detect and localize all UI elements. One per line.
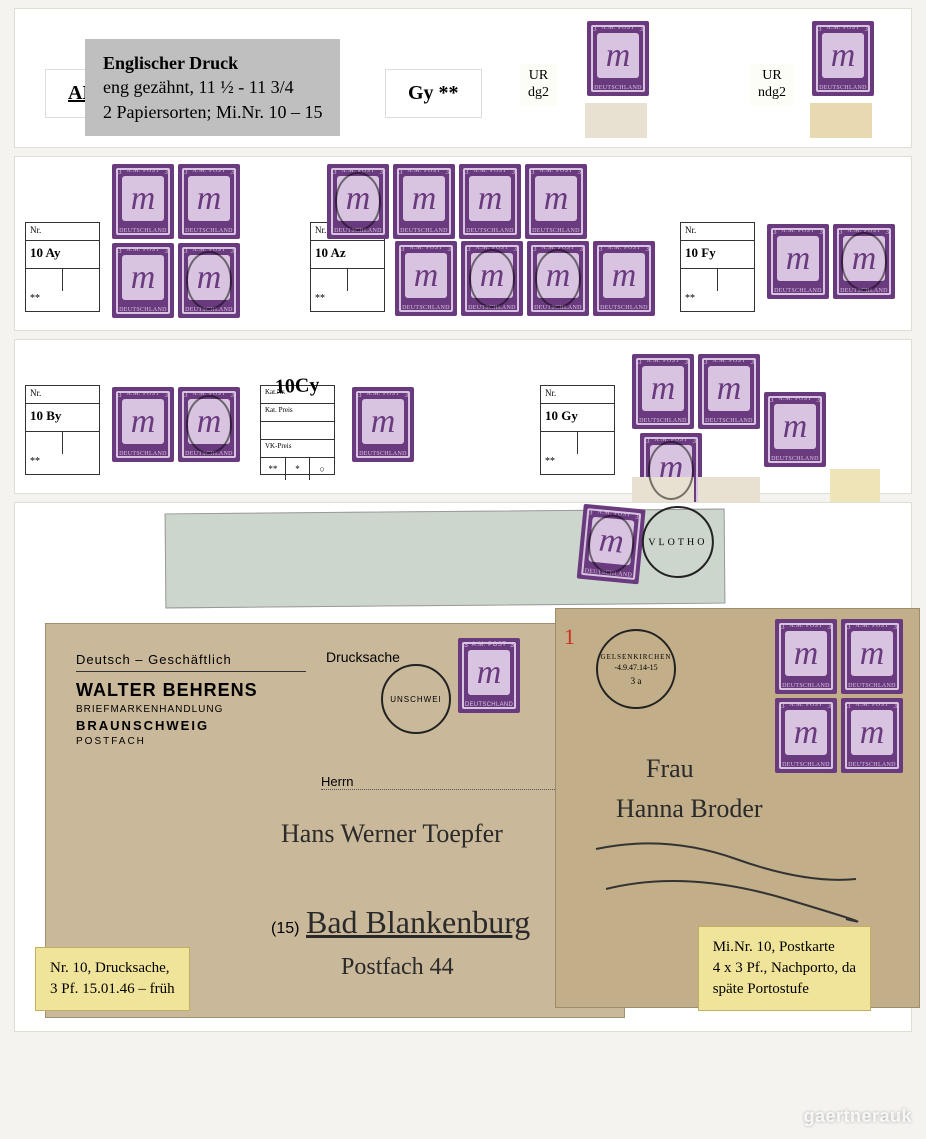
stamp-on-postcard1: 3A.M. POST3DEUTSCHLAND (456, 636, 522, 720)
stamp-r1-2: 3A.M. POST3DEUTSCHLAND (810, 19, 876, 138)
pc1-addr1: Hans Werner Toepfer (281, 819, 503, 849)
stamp-group-fy: 3A.M. POST3DEUTSCHLAND 3A.M. POST3DEUTSC… (765, 222, 897, 301)
catalog-dealer-card: Kat.Nr. Kat. Preis VK-Preis ***○ (260, 385, 335, 475)
pc1-herrn: Herrn (321, 774, 354, 789)
stamp-group-cy: 3A.M. POST3DEUTSCHLAND (350, 385, 416, 464)
catalog-card-10by: Nr. 10 By ** (25, 385, 100, 475)
caption-right-1: Mi.Nr. 10, Postkarte (713, 937, 856, 958)
pc1-sender4: POSTFACH (76, 736, 594, 747)
caption-left: Nr. 10, Drucksache, 3 Pf. 15.01.46 – frü… (35, 947, 190, 1011)
hand-label-ur-dg: URdg2 (520, 64, 557, 106)
catalog-card-10fy: Nr. 10 Fy ** (680, 222, 755, 312)
header-line1: Englischer Druck (103, 51, 322, 75)
red-marking: 1 (564, 624, 575, 650)
caption-left-2: 3 Pf. 15.01.46 – früh (50, 979, 175, 1000)
caption-left-1: Nr. 10, Drucksache, (50, 958, 175, 979)
stamp-block-4: 3A.M. POST3DEUTSCHLAND 3A.M. POST3DEUTSC… (773, 617, 909, 775)
stamp-group-by: 3A.M. POST3DEUTSCHLAND 3A.M. POST3DEUTSC… (110, 385, 242, 464)
postmark-vlotho: VLOTHO (642, 506, 715, 579)
pc1-zone: (15) (271, 920, 299, 938)
header-line3: 2 Papiersorten; Mi.Nr. 10 – 15 (103, 100, 322, 124)
stamp-group-ay: 3A.M. POST3DEUTSCHLAND 3A.M. POST3DEUTSC… (110, 162, 250, 320)
hand-label-ur-ndg: URndg2 (750, 64, 794, 106)
caption-right-3: späte Portostufe (713, 979, 856, 1000)
stamp-on-envelope: 3A.M. POST3DEUTSCHLAND (574, 502, 648, 592)
album-row-1: AM Gy ** Englischer Druck eng gezähnt, 1… (14, 8, 912, 148)
hand-10cy: 10Cy (274, 374, 320, 399)
pc1-sender3: BRAUNSCHWEIG (76, 718, 594, 733)
stamp-r1-1: 3A.M. POST3DEUTSCHLAND (585, 19, 651, 138)
postmark-gelsenkirchen: GELSENKIRCHEN -4.9.47.14-15 3 a (596, 629, 676, 709)
envelope-grey: 3A.M. POST3DEUTSCHLAND VLOTHO (165, 509, 726, 609)
pc1-addr3: Postfach 44 (341, 954, 454, 981)
stamp-group-az2: 3A.M. POST3DEUTSCHLAND 3A.M. POST3DEUTSC… (393, 239, 673, 318)
watermark: gaertnerauk (803, 1106, 912, 1127)
caption-right-2: 4 x 3 Pf., Nachporto, da (713, 958, 856, 979)
header-line2: eng gezähnt, 11 ½ - 11 3/4 (103, 75, 322, 99)
caption-right: Mi.Nr. 10, Postkarte 4 x 3 Pf., Nachport… (698, 926, 871, 1011)
catalog-card-10gy: Nr. 10 Gy ** (540, 385, 615, 475)
pc1-addr2: Bad Blankenburg (306, 904, 530, 941)
header-description: Englischer Druck eng gezähnt, 11 ½ - 11 … (85, 39, 340, 136)
catalog-card-10ay: Nr. 10 Ay ** (25, 222, 100, 312)
label-gy: Gy ** (385, 69, 482, 118)
pc2-name: Hanna Broder (616, 794, 763, 824)
album-row-2: Nr. 10 Ay ** 3A.M. POST3DEUTSCHLAND 3A.M… (14, 156, 912, 331)
stamp-group-az: 3A.M. POST3DEUTSCHLAND 3A.M. POST3DEUTSC… (325, 162, 625, 241)
pc1-drucksache: Drucksache (326, 649, 400, 665)
pc2-frau: Frau (646, 754, 694, 784)
album-row-3: Nr. 10 By ** 3A.M. POST3DEUTSCHLAND 3A.M… (14, 339, 912, 494)
postmark-unschwei: UNSCHWEI (381, 664, 451, 734)
album-row-4: 3A.M. POST3DEUTSCHLAND VLOTHO GELSENKIRC… (14, 502, 912, 1032)
